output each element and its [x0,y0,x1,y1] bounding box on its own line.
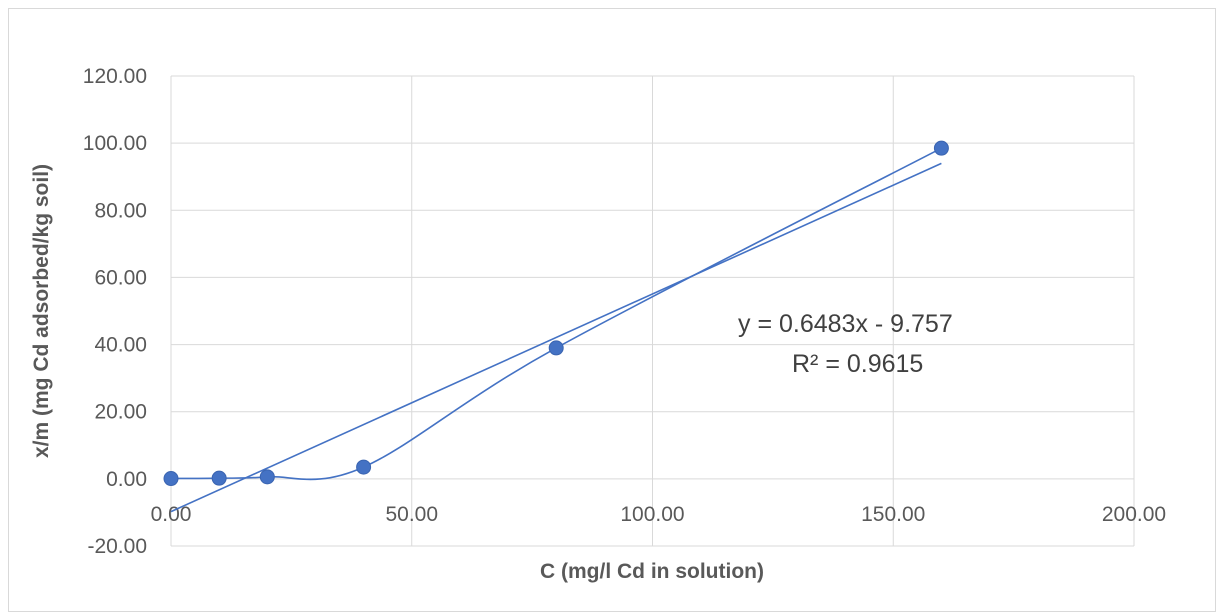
y-tick-label: 80.00 [94,199,147,222]
data-point [259,469,275,485]
y-tick-label: 20.00 [94,401,147,424]
chart-frame [8,8,1216,612]
y-tick-labels: -20.00 0.00 20.00 40.00 60.00 80.00 100.00 120.… [83,65,147,558]
x-tick-label: 200.00 [1102,503,1166,526]
data-point [548,340,564,356]
y-tick-label: 0.00 [106,468,147,491]
grid-lines [170,75,1135,547]
equation-annotation: y = 0.6483x - 9.757 [738,310,953,338]
y-tick-label: 120.00 [83,65,147,88]
y-tick-label: 100.00 [83,132,147,155]
series-layer [163,140,949,513]
x-tick-label: 150.00 [861,503,925,526]
y-axis-title: x/m (mg Cd adsorbed/kg soil) [30,164,53,458]
data-point [356,459,372,475]
data-point [163,471,179,487]
x-tick-label: 100.00 [620,503,684,526]
x-tick-labels: 0.00 50.00 100.00 150.00 200.00 [151,503,1167,526]
r-squared-annotation: R² = 0.9615 [792,350,923,378]
data-point [933,140,949,156]
x-tick-label: 50.00 [385,503,438,526]
linear-trendline [170,162,942,513]
y-tick-label: -20.00 [87,535,147,558]
y-tick-label: 40.00 [94,334,147,357]
data-point [211,470,227,486]
x-axis-title: C (mg/l Cd in solution) [540,560,764,583]
y-tick-label: 60.00 [94,266,147,289]
x-tick-label: 0.00 [151,503,192,526]
